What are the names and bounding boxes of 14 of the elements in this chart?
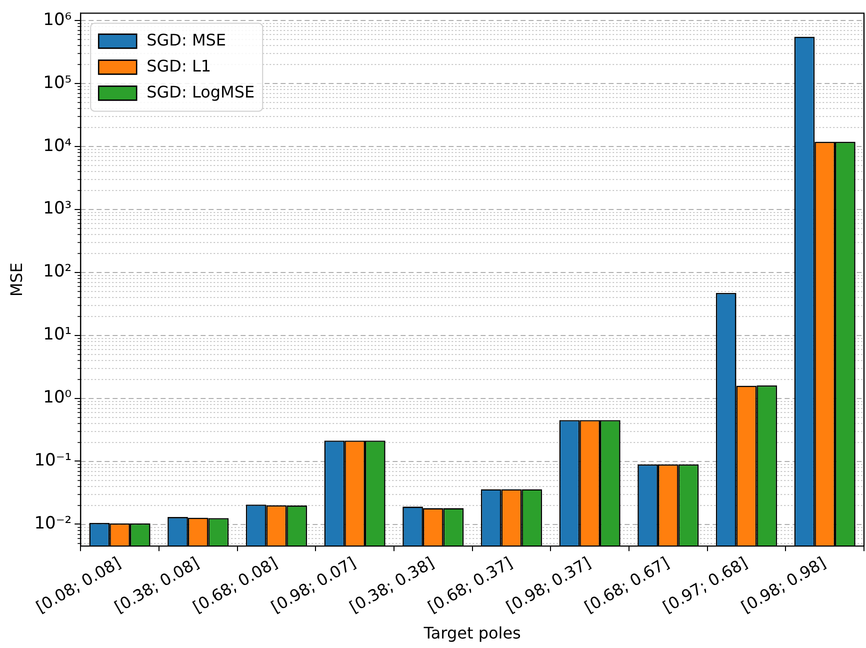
x-axis-title: Target poles [422,624,521,643]
y-tick-label: 10⁰ [43,388,72,408]
y-tick-label: 10⁻¹ [34,450,72,471]
y-tick-label: 10⁶ [43,10,72,30]
y-tick-label: 10⁵ [43,72,72,93]
legend-label: SGD: MSE [146,30,226,50]
y-axis-title: MSE [6,262,26,297]
y-tick-label: 10¹ [43,324,72,345]
legend-label: SGD: LogMSE [146,82,255,102]
y-tick-label: 10⁴ [43,136,72,156]
y-tick-label: 10² [43,262,72,282]
legend-label: SGD: L1 [146,56,212,76]
y-tick-label: 10⁻² [34,514,72,534]
y-tick-label: 10³ [43,198,72,219]
